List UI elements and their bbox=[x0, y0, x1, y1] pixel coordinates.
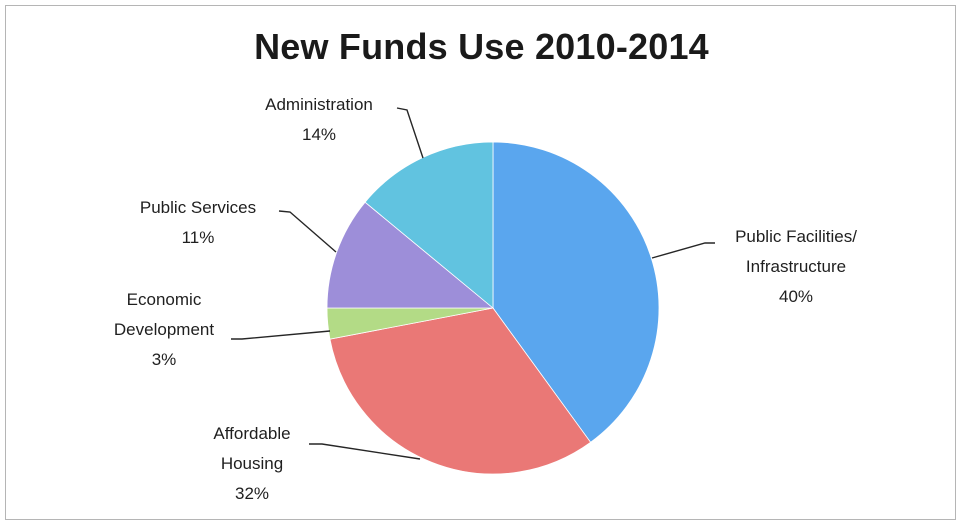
slice-category-label: Development bbox=[114, 320, 214, 339]
slice-category-label: Economic bbox=[127, 290, 202, 309]
slice-category-label: Affordable bbox=[213, 424, 290, 443]
leader-line bbox=[309, 443, 421, 460]
slice-percent-label: 40% bbox=[779, 287, 813, 306]
pie-slices bbox=[326, 141, 660, 475]
pie-slice bbox=[329, 307, 592, 475]
leader-line bbox=[231, 330, 331, 340]
slice-percent-label: 3% bbox=[152, 350, 177, 369]
slice-percent-label: 14% bbox=[302, 125, 336, 144]
pie-slice bbox=[326, 201, 495, 309]
leader-line bbox=[396, 107, 424, 159]
slice-category-label: Housing bbox=[221, 454, 283, 473]
slice-percent-label: 11% bbox=[182, 228, 215, 247]
slice-percent-label: 32% bbox=[235, 484, 269, 503]
leader-line bbox=[651, 242, 715, 259]
leader-line bbox=[278, 210, 337, 253]
slice-category-label: Public Services bbox=[140, 198, 256, 217]
pie-slice bbox=[492, 141, 660, 443]
chart-title: New Funds Use 2010-2014 bbox=[254, 26, 709, 67]
slice-category-label: Infrastructure bbox=[746, 257, 846, 276]
slice-category-label: Public Facilities/ bbox=[735, 227, 857, 246]
slice-category-label: Administration bbox=[265, 95, 373, 114]
